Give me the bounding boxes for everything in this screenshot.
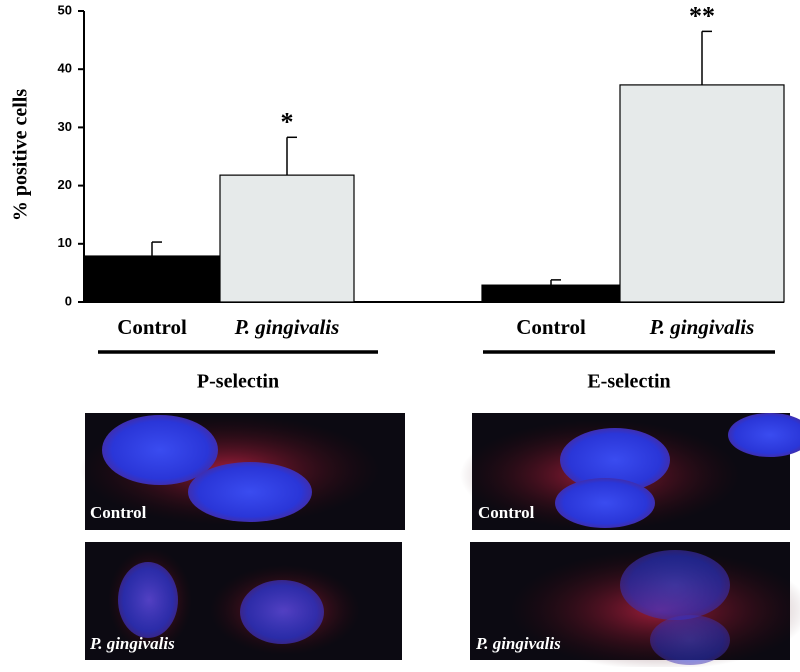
significance-mark: * xyxy=(281,107,294,136)
y-tick-label: 30 xyxy=(58,119,72,134)
y-tick-label: 50 xyxy=(58,2,72,17)
y-tick-label: 40 xyxy=(58,61,72,76)
bar xyxy=(619,84,785,303)
bar xyxy=(219,174,355,303)
panel-label: Control xyxy=(478,503,535,522)
micrograph: P. gingivalis xyxy=(470,542,800,670)
bar xyxy=(481,284,621,303)
panel-label: Control xyxy=(90,503,147,522)
x-tick-label: P. gingivalis xyxy=(234,315,340,339)
micrograph: Control xyxy=(80,413,405,530)
significance-mark: ** xyxy=(689,1,715,30)
micrograph: Control xyxy=(460,413,800,530)
x-tick-label: Control xyxy=(117,315,187,339)
group-label: P-selectin xyxy=(197,371,279,393)
y-axis-label: % positive cells xyxy=(10,89,32,221)
y-tick-label: 10 xyxy=(58,235,72,250)
group-label: E-selectin xyxy=(587,371,670,393)
panel-label: P. gingivalis xyxy=(475,634,561,653)
bar xyxy=(83,255,221,303)
y-tick-label: 20 xyxy=(58,177,72,192)
panel-label: P. gingivalis xyxy=(89,634,175,653)
micrograph: P. gingivalis xyxy=(85,542,402,660)
x-tick-label: Control xyxy=(516,315,586,339)
y-tick-label: 0 xyxy=(65,293,72,308)
x-tick-label: P. gingivalis xyxy=(649,315,755,339)
